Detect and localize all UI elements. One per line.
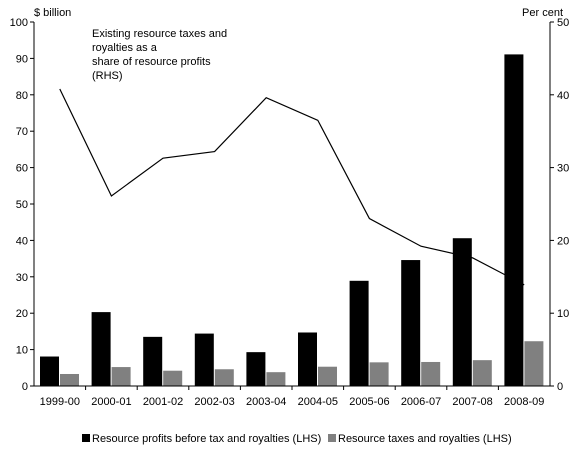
bar-profits-2008-09 [504,54,524,387]
x-tick-label: 2007-08 [452,396,492,408]
legend-label-taxes: Resource taxes and royalties (LHS) [338,433,512,445]
left-tick-label: 90 [16,53,28,65]
left-tick-label: 70 [16,126,28,138]
left-tick-label: 80 [16,90,28,102]
right-tick-label: 0 [557,381,563,393]
x-tick-label: 2003-04 [246,396,286,408]
legend-label-profits: Resource profits before tax and royaltie… [92,433,321,445]
left-tick-label: 50 [16,199,28,211]
x-tick-label: 2004-05 [298,396,338,408]
annotation-line-1: Existing resource taxes and [92,28,227,40]
left-tick-label: 30 [16,272,28,284]
annotation-line-4: (RHS) [92,70,123,82]
bar-profits-2003-04 [246,352,266,386]
x-tick-label: 2000-01 [91,396,131,408]
bar-profits-2001-02 [143,336,163,386]
x-tick-label: 2001-02 [143,396,183,408]
bar-taxes-2005-06 [369,362,389,386]
legend-swatch-profits [82,434,90,442]
bar-profits-2000-01 [91,312,111,386]
bar-taxes-2004-05 [318,366,337,386]
line-layer [59,88,525,286]
bar-taxes-2007-08 [472,360,492,386]
bar-taxes-1999-00 [60,373,79,386]
left-tick-label: 10 [16,345,28,357]
bar-profits-2007-08 [452,238,472,386]
annotation-line-3: share of resource profits [92,56,211,68]
right-tick-label: 30 [557,163,569,175]
x-tick-label: 1999-00 [40,396,80,408]
x-tick-label: 2002-03 [194,396,234,408]
legend: Resource profits before tax and royaltie… [82,433,512,445]
right-tick-label: 40 [557,90,569,102]
right-tick-label: 50 [557,17,569,29]
left-tick-label: 60 [16,163,28,175]
bar-profits-2004-05 [298,332,317,386]
right-axis-unit-label: Per cent [522,7,563,19]
right-tick-label: 20 [557,235,569,247]
right-tick-label: 10 [557,308,569,320]
line-annotation: Existing resource taxes and royalties as… [92,28,227,82]
bar-profits-2005-06 [349,280,369,386]
bar-taxes-2006-07 [421,361,441,386]
left-axis-unit-label: $ billion [34,7,71,19]
bar-taxes-2003-04 [266,372,286,386]
bar-taxes-2002-03 [214,369,234,386]
bar-profits-2006-07 [401,260,421,386]
left-tick-label: 40 [16,235,28,247]
bar-taxes-2008-09 [524,341,544,386]
x-tick-label: 2005-06 [349,396,389,408]
x-tick-label: 2008-09 [504,396,544,408]
legend-swatch-taxes [328,434,336,442]
left-tick-label: 0 [22,381,28,393]
annotation-line-2: royalties as a [92,42,158,54]
bar-taxes-2001-02 [163,370,183,386]
x-tick-label: 2006-07 [401,396,441,408]
line-tax-share-series [59,88,525,286]
ticks-layer: 1999-00 2000-01 2001-02 2002-03 2003-04 2004-… [10,17,570,408]
left-tick-label: 100 [10,17,28,29]
left-tick-label: 20 [16,308,28,320]
bar-profits-2002-03 [194,333,214,386]
bar-taxes-2000-01 [111,367,131,386]
bar-profits-1999-00 [40,356,59,386]
bars-layer [40,54,544,387]
